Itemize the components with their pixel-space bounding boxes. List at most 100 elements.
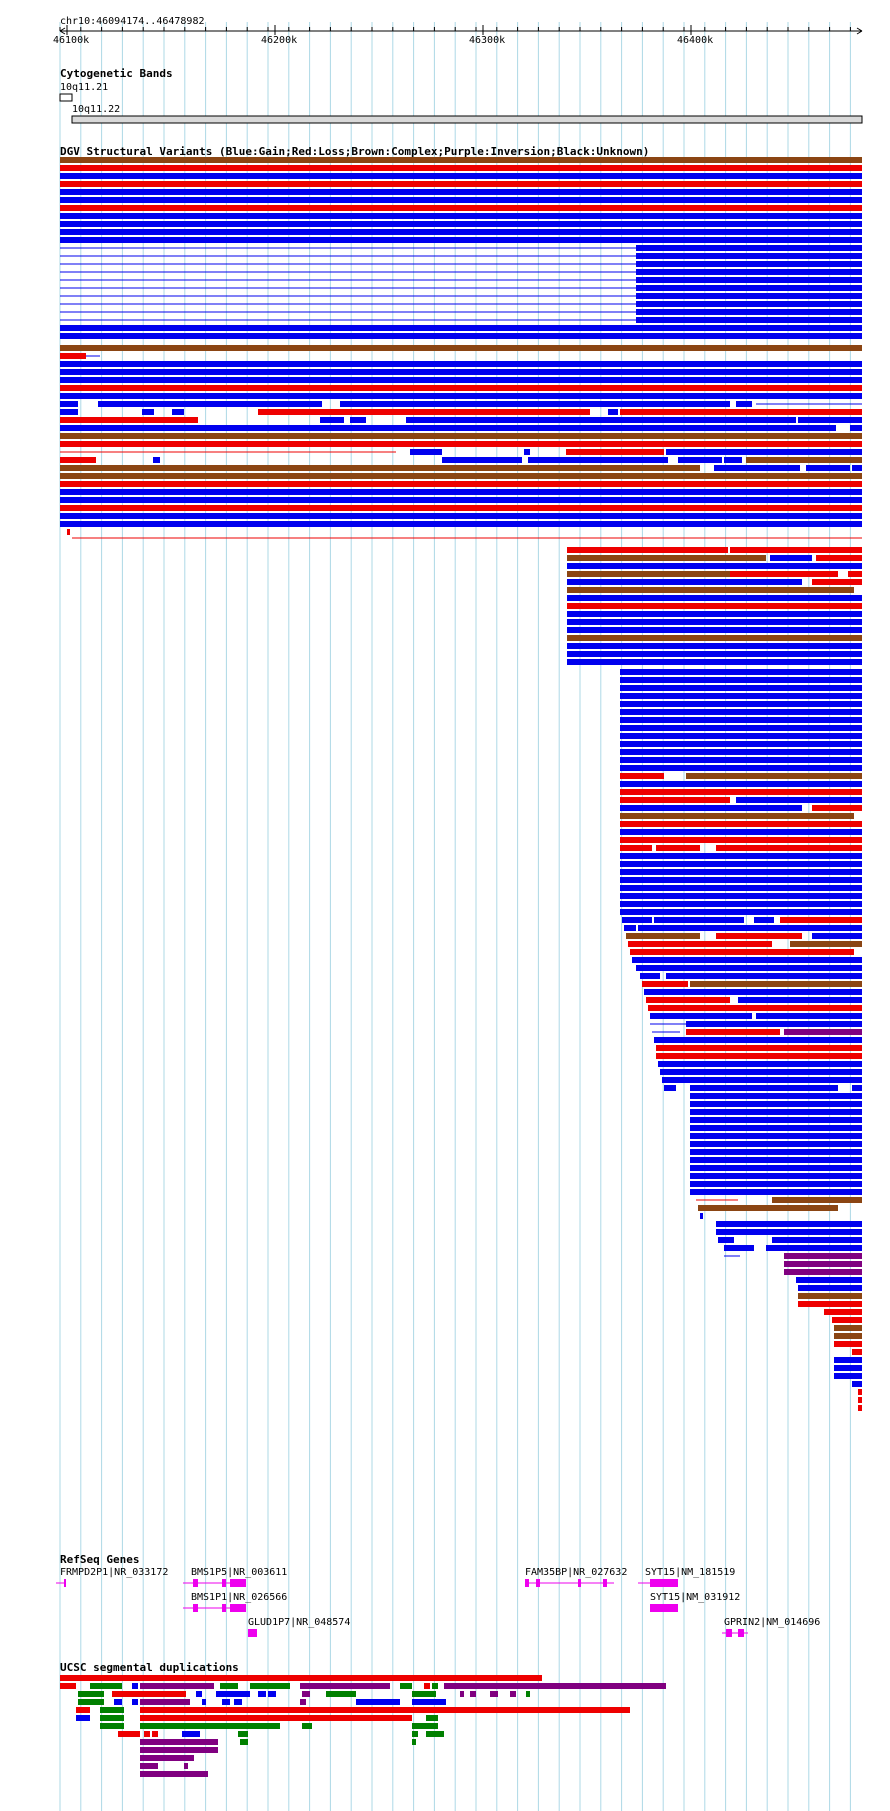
dgv-variant[interactable]	[620, 725, 862, 731]
dgv-variant[interactable]	[686, 1021, 862, 1027]
dgv-variant[interactable]	[690, 981, 862, 987]
dgv-variant[interactable]	[690, 1165, 862, 1171]
segdup-feature[interactable]	[182, 1731, 200, 1737]
segdup-feature[interactable]	[412, 1731, 418, 1737]
dgv-variant[interactable]	[620, 669, 862, 675]
dgv-variant[interactable]	[784, 1029, 862, 1035]
dgv-variant[interactable]	[724, 1245, 754, 1251]
gene-exon[interactable]	[222, 1579, 226, 1587]
segdup-feature[interactable]	[250, 1683, 290, 1689]
dgv-variant[interactable]	[320, 417, 344, 423]
dgv-variant[interactable]	[60, 473, 862, 479]
dgv-variant[interactable]	[834, 1373, 862, 1379]
segdup-feature[interactable]	[490, 1691, 498, 1697]
dgv-variant[interactable]	[698, 1205, 838, 1211]
segdup-feature[interactable]	[470, 1691, 476, 1697]
dgv-variant[interactable]	[654, 917, 744, 923]
dgv-variant[interactable]	[620, 853, 862, 859]
dgv-variant[interactable]	[716, 933, 802, 939]
dgv-variant[interactable]	[636, 245, 862, 251]
segdup-feature[interactable]	[140, 1707, 630, 1713]
dgv-variant[interactable]	[620, 837, 862, 843]
dgv-variant[interactable]	[798, 1285, 862, 1291]
segdup-feature[interactable]	[426, 1715, 438, 1721]
dgv-variant[interactable]	[646, 997, 730, 1003]
dgv-variant[interactable]	[730, 547, 862, 553]
dgv-variant[interactable]	[784, 1253, 862, 1259]
dgv-variant[interactable]	[770, 555, 812, 561]
segdup-feature[interactable]	[412, 1723, 438, 1729]
dgv-variant[interactable]	[848, 571, 862, 577]
dgv-variant[interactable]	[60, 325, 862, 331]
dgv-variant[interactable]	[780, 917, 862, 923]
segdup-feature[interactable]	[76, 1715, 90, 1721]
dgv-variant[interactable]	[620, 829, 862, 835]
segdup-feature[interactable]	[216, 1691, 250, 1697]
dgv-variant[interactable]	[172, 409, 184, 415]
dgv-variant[interactable]	[690, 1157, 862, 1163]
dgv-variant[interactable]	[620, 813, 854, 819]
gene-exon[interactable]	[193, 1579, 198, 1587]
dgv-variant[interactable]	[628, 941, 772, 947]
segdup-feature[interactable]	[140, 1683, 214, 1689]
segdup-feature[interactable]	[302, 1691, 310, 1697]
segdup-feature[interactable]	[140, 1739, 218, 1745]
dgv-variant[interactable]	[620, 781, 862, 787]
dgv-variant[interactable]	[608, 409, 618, 415]
dgv-variant[interactable]	[718, 1237, 734, 1243]
dgv-variant[interactable]	[730, 571, 838, 577]
dgv-variant[interactable]	[60, 369, 862, 375]
segdup-feature[interactable]	[112, 1691, 186, 1697]
segdup-feature[interactable]	[140, 1723, 280, 1729]
dgv-variant[interactable]	[620, 693, 862, 699]
segdup-feature[interactable]	[302, 1723, 312, 1729]
dgv-variant[interactable]	[642, 981, 688, 987]
dgv-variant[interactable]	[528, 457, 668, 463]
dgv-variant[interactable]	[632, 957, 862, 963]
dgv-variant[interactable]	[852, 1349, 862, 1355]
dgv-variant[interactable]	[736, 401, 752, 407]
segdup-feature[interactable]	[144, 1731, 150, 1737]
dgv-variant[interactable]	[60, 173, 862, 179]
dgv-variant[interactable]	[620, 885, 862, 891]
dgv-variant[interactable]	[620, 877, 862, 883]
dgv-variant[interactable]	[566, 449, 664, 455]
dgv-variant[interactable]	[620, 733, 862, 739]
gene-exon[interactable]	[650, 1579, 678, 1587]
segdup-feature[interactable]	[114, 1699, 122, 1705]
dgv-variant[interactable]	[567, 619, 862, 625]
dgv-variant[interactable]	[60, 345, 862, 351]
dgv-variant[interactable]	[620, 821, 862, 827]
dgv-variant[interactable]	[716, 1229, 862, 1235]
dgv-variant[interactable]	[60, 353, 86, 359]
dgv-variant[interactable]	[567, 659, 862, 665]
dgv-variant[interactable]	[656, 845, 700, 851]
dgv-variant[interactable]	[60, 197, 862, 203]
dgv-variant[interactable]	[644, 989, 862, 995]
dgv-variant[interactable]	[620, 805, 802, 811]
dgv-variant[interactable]	[620, 869, 862, 875]
segdup-feature[interactable]	[184, 1763, 188, 1769]
dgv-variant[interactable]	[690, 1181, 862, 1187]
dgv-variant[interactable]	[624, 925, 636, 931]
dgv-variant[interactable]	[654, 1037, 862, 1043]
dgv-variant[interactable]	[567, 563, 862, 569]
dgv-variant[interactable]	[852, 465, 862, 471]
dgv-variant[interactable]	[60, 229, 862, 235]
gene-exon[interactable]	[578, 1579, 581, 1587]
dgv-variant[interactable]	[716, 1221, 862, 1227]
segdup-feature[interactable]	[60, 1675, 542, 1681]
gene-exon[interactable]	[536, 1579, 540, 1587]
segdup-feature[interactable]	[424, 1683, 430, 1689]
dgv-variant[interactable]	[772, 1197, 862, 1203]
dgv-variant[interactable]	[636, 269, 862, 275]
dgv-variant[interactable]	[636, 917, 652, 923]
segdup-feature[interactable]	[444, 1683, 666, 1689]
dgv-variant[interactable]	[834, 1333, 862, 1339]
dgv-variant[interactable]	[60, 417, 198, 423]
dgv-variant[interactable]	[690, 1109, 862, 1115]
segdup-feature[interactable]	[238, 1731, 248, 1737]
dgv-variant[interactable]	[620, 741, 862, 747]
dgv-variant[interactable]	[690, 1117, 862, 1123]
dgv-variant[interactable]	[636, 965, 862, 971]
